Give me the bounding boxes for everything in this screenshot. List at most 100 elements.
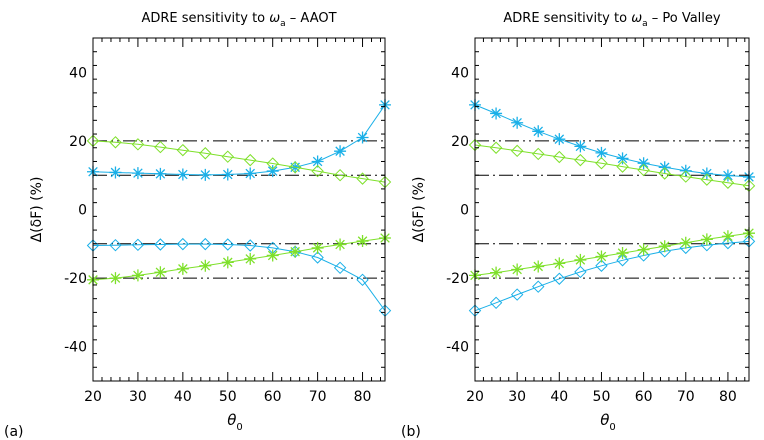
asterisk-marker — [244, 252, 257, 265]
asterisk-marker — [131, 269, 144, 282]
asterisk-marker — [109, 166, 122, 179]
x-tick-label: 60 — [635, 389, 653, 405]
x-axis-label: θ0 — [600, 411, 616, 433]
asterisk-marker — [511, 116, 524, 129]
x-tick-label: 80 — [719, 389, 737, 405]
x-tick-label: 70 — [677, 389, 695, 405]
y-axis-label: Δ(δF) (%) — [29, 177, 45, 243]
x-tick-label: 30 — [129, 389, 147, 405]
diamond-marker — [489, 141, 503, 154]
asterisk-marker — [721, 230, 734, 243]
asterisk-marker — [721, 169, 734, 182]
asterisk-marker — [595, 250, 608, 263]
diamond-marker — [221, 238, 234, 251]
y-tick-label: 20 — [451, 134, 469, 150]
asterisk-marker — [154, 266, 167, 279]
asterisk-marker — [289, 245, 302, 258]
asterisk-marker — [221, 168, 234, 181]
y-tick-label: 0 — [78, 203, 87, 219]
diamond-marker — [679, 170, 692, 183]
y-tick-label: 40 — [69, 65, 87, 81]
diamond-marker — [510, 288, 524, 301]
title-prefix: ADRE sensitivity to — [141, 11, 269, 26]
diamond-marker — [176, 237, 190, 251]
x-tick-label: 40 — [174, 389, 192, 405]
diamond-marker — [574, 153, 587, 167]
title-symbol: ω — [269, 11, 280, 26]
asterisk-marker — [199, 168, 212, 181]
x-tick-label: 70 — [309, 389, 327, 405]
plot-frame — [474, 37, 750, 382]
diamond-marker — [333, 168, 347, 182]
title-suffix: – Po Valley — [648, 11, 721, 26]
asterisk-marker — [532, 260, 545, 273]
panel-po-valley: ADRE sensitivity to ωa – Po Valley 20 30 40… — [401, 11, 756, 440]
diamond-marker — [595, 156, 608, 170]
diamond-marker — [199, 147, 212, 160]
diamond-marker — [553, 272, 566, 285]
asterisk-marker — [221, 256, 234, 269]
asterisk-marker — [511, 263, 524, 276]
y-tick-label: 20 — [69, 134, 87, 150]
diamond-marker — [356, 172, 369, 185]
diamond-marker — [489, 296, 503, 310]
panel-label: (a) — [4, 424, 24, 440]
asterisk-marker — [700, 233, 713, 246]
asterisk-marker — [637, 243, 650, 256]
diamond-marker — [333, 261, 347, 275]
diamond-marker — [510, 144, 524, 158]
y-tick-label: 40 — [451, 65, 469, 81]
asterisk-marker — [553, 133, 566, 146]
diamond-marker — [154, 238, 167, 251]
asterisk-marker — [356, 235, 369, 248]
x-tick-label: 50 — [593, 389, 611, 405]
diamond-marker — [266, 157, 279, 170]
asterisk-marker — [176, 168, 189, 181]
diamond-marker — [176, 143, 190, 157]
asterisk-marker — [595, 146, 608, 159]
asterisk-marker — [266, 165, 279, 178]
plot-frame — [92, 37, 386, 382]
diamond-marker — [532, 147, 545, 161]
asterisk-marker — [199, 259, 212, 272]
diamond-marker — [131, 138, 145, 151]
asterisk-marker — [553, 257, 566, 270]
x-tick-label: 80 — [354, 389, 372, 405]
asterisk-marker — [616, 152, 629, 165]
chart-title: ADRE sensitivity to ωa – AAOT — [141, 11, 336, 29]
x-tick-label: 60 — [264, 389, 282, 405]
x-label-symbol: θ — [600, 411, 609, 429]
asterisk-marker — [244, 167, 257, 180]
series-line — [474, 144, 750, 187]
title-subscript: a — [642, 19, 648, 29]
y-tick-label: -40 — [446, 340, 469, 356]
asterisk-marker — [131, 167, 144, 180]
diamond-marker — [356, 273, 369, 287]
y-tick-label: -40 — [64, 340, 87, 356]
asterisk-marker — [490, 266, 503, 279]
diamond-marker — [109, 136, 122, 149]
y-axis-label: Δ(δF) (%) — [411, 177, 427, 243]
asterisk-marker — [176, 262, 189, 275]
diamond-marker — [221, 150, 234, 163]
diamond-marker — [658, 167, 671, 180]
asterisk-marker — [311, 155, 324, 168]
asterisk-marker — [637, 157, 650, 170]
x-tick-label: 50 — [219, 389, 237, 405]
diamond-marker — [616, 254, 629, 267]
title-prefix: ADRE sensitivity to — [503, 11, 631, 26]
asterisk-marker — [490, 107, 503, 120]
x-label-subscript: 0 — [609, 422, 615, 433]
diamond-marker — [311, 164, 324, 178]
asterisk-marker — [616, 247, 629, 260]
diamond-marker — [700, 173, 714, 186]
title-subscript: a — [280, 19, 286, 29]
y-tick-label: 0 — [460, 203, 469, 219]
diamond-marker — [595, 259, 608, 272]
title-symbol: ω — [631, 11, 642, 26]
y-tick-label: -20 — [64, 271, 87, 287]
diamond-marker — [637, 163, 650, 177]
asterisk-marker — [154, 167, 167, 180]
series-line — [92, 140, 386, 183]
y-tick-label: -20 — [446, 271, 469, 287]
